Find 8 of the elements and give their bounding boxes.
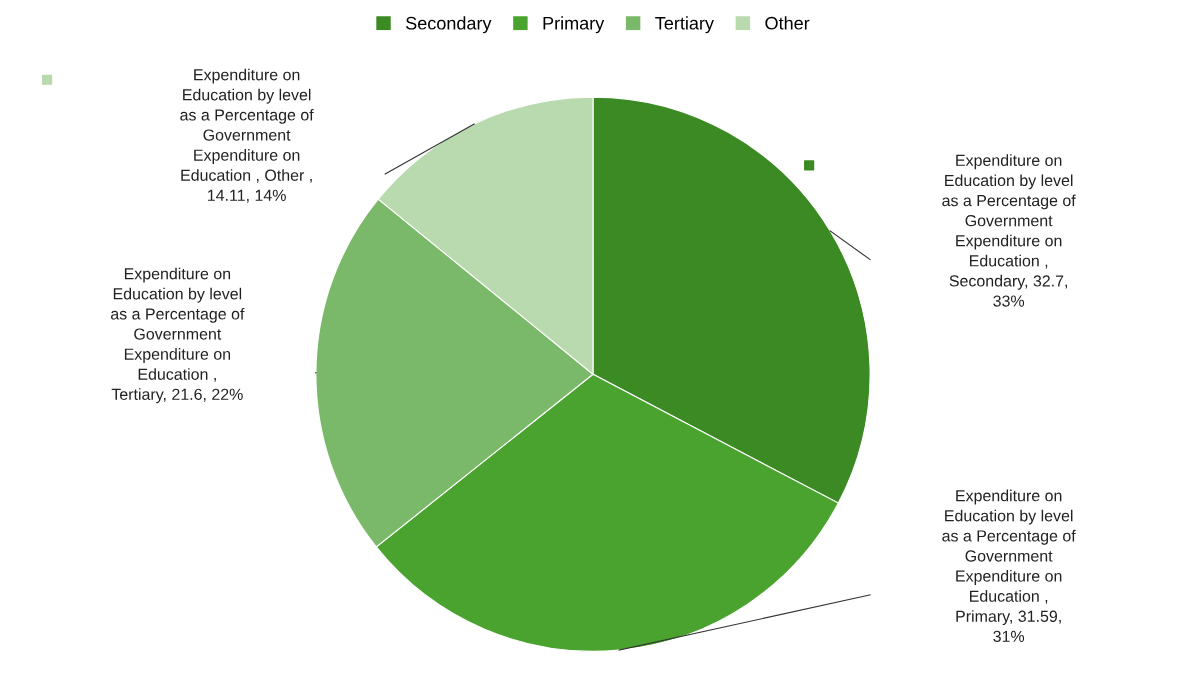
data-label: Expenditure on Education by level as a Percentage of Government Expenditure on Education , Tertiary, 21.6, 22% (110, 267, 245, 404)
legend-label: Primary (543, 16, 605, 34)
data-label: Expenditure on Education by level as a Percentage of Government Expenditure on Education , Secondary, 32.7, 33% (942, 154, 1076, 307)
legend-label: Tertiary (655, 16, 714, 34)
legend-label: Other (765, 16, 810, 30)
legend-label: Secondary (406, 16, 492, 34)
data-label: Expenditure on Education by level as a Percentage of Government Expenditure on Education , Primary, 31.59, 31% (942, 489, 1076, 643)
data-label: Expenditure on Education by level as a Percentage of Government Expenditure on Education , Other , 14.11, 14% (180, 68, 314, 203)
